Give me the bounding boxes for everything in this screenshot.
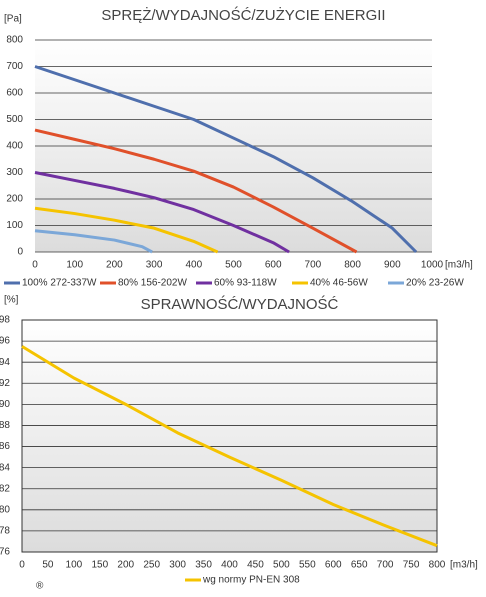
footnote: ® [36, 581, 44, 592]
y-axis-label: [%] [4, 295, 19, 306]
x-tick-label: 800 [344, 260, 361, 271]
y-axis-label: [Pa] [4, 14, 22, 25]
y-tick-label: 76 [0, 547, 10, 558]
y-tick-label: 86 [0, 441, 10, 452]
legend-label: 80% 156-202W [118, 278, 187, 289]
x-tick-label: 200 [117, 560, 134, 571]
y-tick-label: 800 [6, 35, 23, 46]
series-line [34, 171, 290, 254]
x-tick-label: 100 [66, 560, 83, 571]
chart-title: SPRĘŻ/WYDAJNOŚĆ/ZUŻYCIE ENERGII [101, 6, 385, 24]
x-axis-label: [m3/h] [445, 260, 473, 271]
x-tick-label: 0 [19, 560, 25, 571]
series-line [34, 128, 358, 254]
y-tick-label: 100 [6, 220, 23, 231]
y-tick-label: 92 [0, 378, 10, 389]
y-tick-label: 94 [0, 357, 10, 368]
x-tick-label: 200 [106, 260, 123, 271]
plot-area [21, 319, 438, 553]
y-tick-label: 700 [6, 61, 23, 72]
y-tick-label: 600 [6, 88, 23, 99]
y-tick-label: 80 [0, 504, 10, 515]
x-tick-label: 800 [429, 560, 446, 571]
y-tick-label: 500 [6, 114, 23, 125]
chart-title: SPRAWNOŚĆ/WYDAJNOŚĆ [141, 295, 339, 313]
y-tick-label: 84 [0, 462, 10, 473]
legend-label: 40% 46-56W [310, 278, 368, 289]
x-tick-label: 700 [377, 560, 394, 571]
x-tick-label: 700 [305, 260, 322, 271]
x-tick-label: 50 [42, 560, 54, 571]
x-tick-label: 500 [273, 560, 290, 571]
series-line [34, 65, 418, 254]
y-tick-label: 0 [17, 247, 23, 258]
series-line [21, 345, 438, 548]
x-tick-label: 400 [221, 560, 238, 571]
x-tick-label: 400 [185, 260, 202, 271]
x-tick-label: 300 [146, 260, 163, 271]
series-line [34, 229, 153, 254]
legend-label: 20% 23-26W [406, 278, 464, 289]
x-axis-label: [m3/h] [450, 560, 478, 571]
x-tick-label: 1000 [421, 260, 444, 271]
x-tick-label: 500 [225, 260, 242, 271]
y-tick-label: 300 [6, 167, 23, 178]
x-tick-label: 100 [66, 260, 83, 271]
y-tick-label: 88 [0, 420, 10, 431]
y-tick-label: 200 [6, 194, 23, 205]
x-tick-label: 350 [195, 560, 212, 571]
y-tick-label: 98 [0, 315, 10, 326]
y-tick-label: 90 [0, 399, 10, 410]
x-tick-label: 600 [265, 260, 282, 271]
x-tick-label: 0 [32, 260, 38, 271]
x-tick-label: 650 [351, 560, 368, 571]
series-line [34, 206, 219, 254]
x-tick-label: 250 [143, 560, 160, 571]
legend-label: 100% 272-337W [22, 278, 97, 289]
x-tick-label: 600 [325, 560, 342, 571]
y-tick-label: 96 [0, 336, 10, 347]
x-tick-label: 300 [169, 560, 186, 571]
x-tick-label: 150 [91, 560, 108, 571]
x-tick-label: 900 [384, 260, 401, 271]
legend-label: 60% 93-118W [214, 278, 277, 289]
x-tick-label: 750 [403, 560, 420, 571]
legend-label: wg normy PN-EN 308 [202, 575, 300, 586]
x-tick-label: 550 [299, 560, 316, 571]
x-tick-label: 450 [247, 560, 264, 571]
y-tick-label: 400 [6, 141, 23, 152]
y-tick-label: 82 [0, 483, 10, 494]
y-tick-label: 78 [0, 526, 10, 537]
